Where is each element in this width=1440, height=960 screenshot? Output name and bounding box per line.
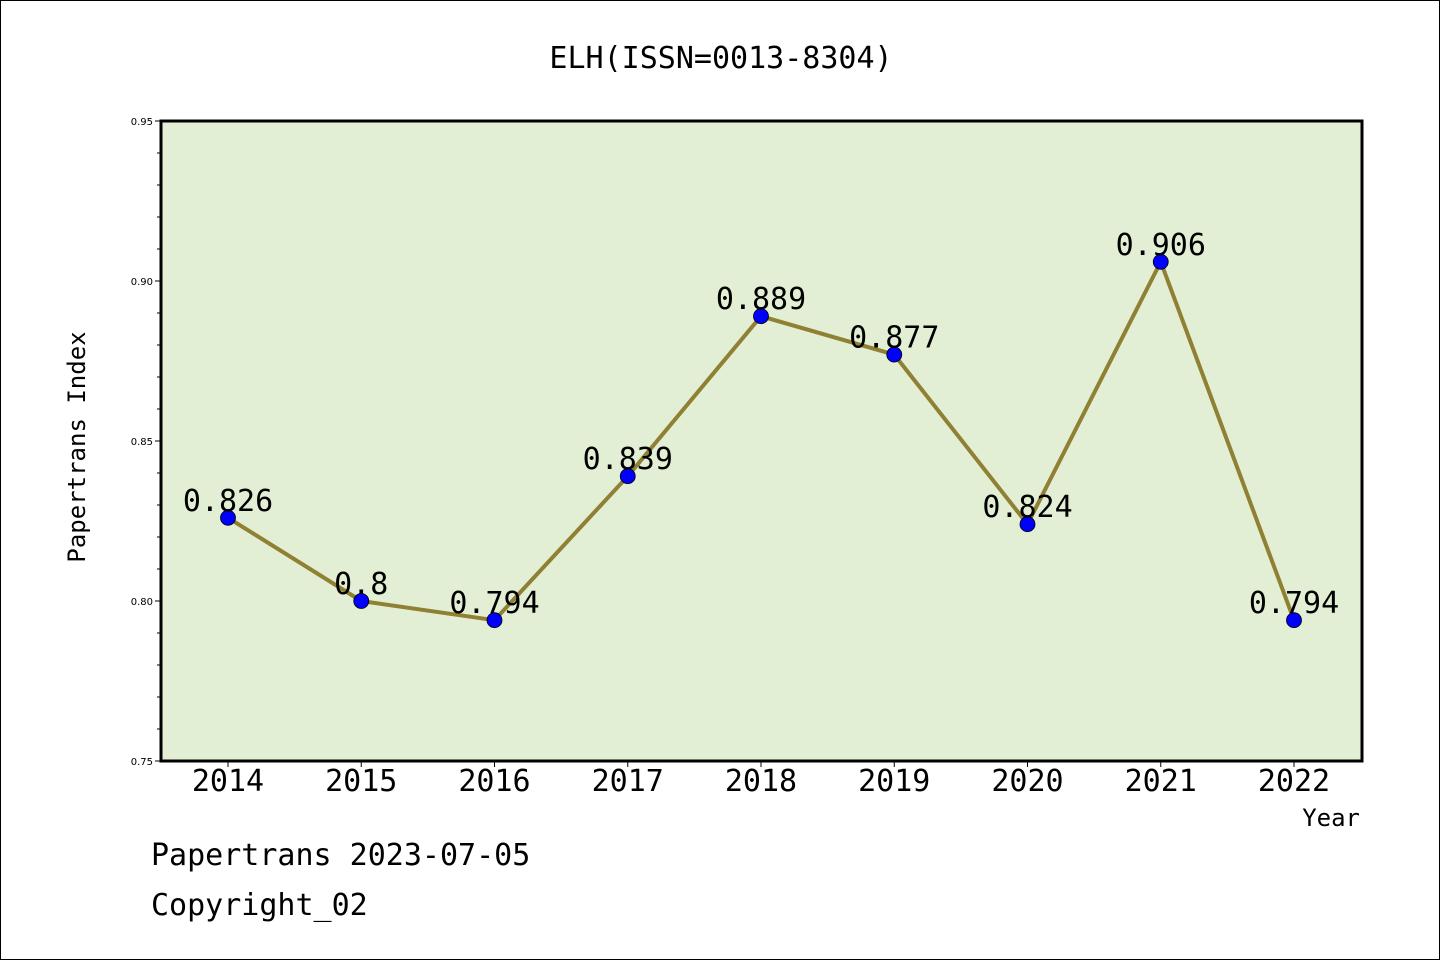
data-point-2016 [486, 612, 503, 629]
data-point-2019 [886, 346, 903, 363]
chart-title: ELH(ISSN=0013-8304) [549, 41, 892, 76]
data-point-2014 [220, 509, 236, 526]
data-labels: 0.826 0.8 0.794 0.839 0.889 0.877 0.824 0.906 0.… [183, 228, 1339, 621]
data-point-2020 [1019, 516, 1036, 533]
data-point-2018 [753, 308, 769, 325]
data-label-2016: 0.794 [449, 586, 539, 621]
data-markers [220, 253, 1302, 629]
y-tick-label: 0.85 [131, 437, 153, 448]
y-tick-label: 0.95 [131, 117, 153, 128]
x-tick-label: 2018 [725, 764, 797, 799]
data-point-2015 [353, 593, 370, 609]
data-label-2022: 0.794 [1249, 586, 1339, 621]
x-tick-label: 2021 [1125, 764, 1197, 799]
data-label-2021: 0.906 [1116, 228, 1206, 263]
footer-date: Papertrans 2023-07-05 [151, 838, 530, 873]
data-point-2017 [619, 468, 636, 485]
x-axis-title: Year [1302, 804, 1360, 832]
data-label-2015: 0.8 [334, 567, 388, 602]
data-label-2014: 0.826 [183, 484, 273, 519]
x-tick-label: 2014 [192, 764, 264, 799]
data-point-2021 [1152, 253, 1169, 270]
x-tick-label: 2016 [458, 764, 530, 799]
x-tick-label: 2015 [325, 764, 397, 799]
y-axis-title: Papertrans Index [63, 331, 91, 562]
x-tick-label: 2017 [592, 764, 664, 799]
data-label-2017: 0.839 [583, 442, 673, 477]
x-axis: 2014 2015 2016 2017 2018 2019 2020 2021 2022 [192, 761, 1330, 799]
y-tick-label: 0.75 [131, 757, 153, 768]
y-tick-label: 0.90 [131, 277, 153, 288]
x-tick-label: 2022 [1258, 764, 1330, 799]
y-tick-label: 0.80 [131, 597, 153, 608]
y-axis: 0.75 0.80 0.85 0.90 0.95 [131, 117, 161, 768]
footer-copyright: Copyright_02 [151, 888, 368, 923]
data-label-2019: 0.877 [849, 321, 939, 356]
data-label-2018: 0.889 [716, 282, 806, 317]
plot-area [159, 119, 1364, 763]
data-label-2020: 0.824 [982, 490, 1072, 525]
x-tick-label: 2020 [991, 764, 1063, 799]
x-tick-label: 2019 [858, 764, 930, 799]
data-point-2022 [1286, 612, 1302, 629]
